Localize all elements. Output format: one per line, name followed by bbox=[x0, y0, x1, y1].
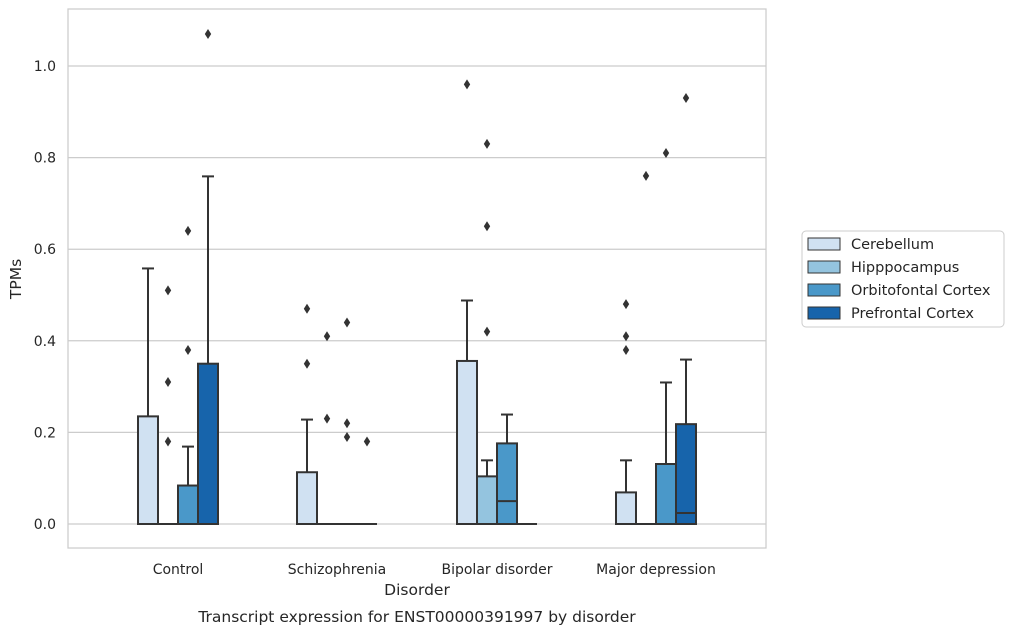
outlier-point bbox=[184, 344, 192, 355]
y-tick-label: 1.0 bbox=[34, 59, 56, 75]
box-body bbox=[675, 423, 697, 526]
box-body bbox=[137, 415, 159, 525]
box-body bbox=[476, 475, 498, 526]
box-body bbox=[615, 491, 637, 526]
box-cerebellum bbox=[615, 299, 637, 526]
y-tick-label: 0.6 bbox=[34, 242, 56, 258]
legend-frame bbox=[801, 230, 1005, 328]
outlier-point bbox=[164, 436, 172, 447]
box-body bbox=[655, 463, 677, 526]
x-axis-label: Disorder bbox=[384, 581, 450, 599]
box-orbitofontal-cortex bbox=[337, 317, 357, 525]
box-body bbox=[296, 471, 318, 526]
x-tick-label: Bipolar disorder bbox=[441, 562, 552, 578]
outlier-point bbox=[363, 436, 371, 447]
legend: Cerebellum Hipppocampus Orbitofontal Corte… bbox=[801, 230, 1005, 328]
y-tick-label: 0.0 bbox=[34, 517, 56, 533]
outlier-point bbox=[204, 28, 212, 39]
outlier-point bbox=[642, 170, 650, 181]
box-body bbox=[177, 484, 199, 526]
outlier-point bbox=[184, 225, 192, 236]
outlier-point bbox=[323, 413, 331, 424]
outlier-point bbox=[483, 221, 491, 232]
y-tick-label: 0.4 bbox=[34, 334, 56, 350]
outlier-point bbox=[164, 285, 172, 296]
outlier-point bbox=[463, 79, 471, 90]
legend-label: Prefrontal Cortex bbox=[851, 306, 974, 322]
y-tick-label: 0.2 bbox=[34, 425, 56, 441]
x-tick-label: Control bbox=[153, 562, 204, 578]
chart-caption: Transcript expression for ENST0000039199… bbox=[197, 608, 636, 626]
outlier-point bbox=[662, 148, 670, 159]
box-hipppocampus bbox=[158, 285, 178, 525]
box-hipppocampus bbox=[636, 170, 656, 525]
outlier-point bbox=[323, 331, 331, 342]
legend-label: Cerebellum bbox=[851, 237, 934, 253]
x-axis-ticks: Control Schizophrenia Bipolar disorder Majo… bbox=[153, 562, 716, 578]
y-axis-ticks: 0.0 0.2 0.4 0.6 0.8 1.0 bbox=[34, 59, 56, 533]
outlier-point bbox=[483, 326, 491, 337]
x-tick-label: Schizophrenia bbox=[288, 562, 386, 578]
outlier-point bbox=[622, 344, 630, 355]
box-body bbox=[456, 359, 478, 525]
box-prefrontal-cortex bbox=[357, 436, 377, 525]
outlier-point bbox=[343, 317, 351, 328]
y-axis-label: TPMs bbox=[7, 259, 25, 300]
box-orbitofontal-cortex bbox=[177, 225, 199, 526]
box-body bbox=[496, 442, 518, 525]
outlier-point bbox=[622, 299, 630, 310]
outlier-point bbox=[164, 377, 172, 388]
box-cerebellum bbox=[296, 303, 318, 526]
box-cerebellum bbox=[137, 267, 159, 525]
legend-label: Hipppocampus bbox=[851, 260, 959, 276]
box-body bbox=[197, 362, 219, 526]
legend-swatch bbox=[807, 283, 841, 297]
outlier-point bbox=[682, 93, 690, 104]
legend-swatch bbox=[807, 260, 841, 274]
outlier-point bbox=[483, 138, 491, 149]
gridlines bbox=[68, 65, 766, 525]
x-tick-label: Major depression bbox=[596, 562, 716, 578]
plot-area bbox=[137, 28, 697, 526]
legend-swatch bbox=[807, 237, 841, 251]
outlier-point bbox=[622, 331, 630, 342]
legend-label: Orbitofontal Cortex bbox=[851, 283, 991, 299]
outlier-point bbox=[343, 418, 351, 429]
box-prefrontal-cortex bbox=[197, 28, 219, 526]
plot-frame bbox=[67, 8, 767, 549]
legend-swatch bbox=[807, 306, 841, 320]
y-tick-label: 0.8 bbox=[34, 151, 56, 167]
box-prefrontal-cortex bbox=[675, 93, 697, 526]
outlier-point bbox=[343, 431, 351, 442]
outlier-point bbox=[303, 358, 311, 369]
box-hipppocampus bbox=[317, 331, 337, 525]
box-cerebellum bbox=[456, 79, 478, 525]
outlier-point bbox=[303, 303, 311, 314]
box-hipppocampus bbox=[476, 138, 498, 526]
box-orbitofontal-cortex bbox=[496, 413, 518, 525]
box-orbitofontal-cortex bbox=[655, 148, 677, 526]
